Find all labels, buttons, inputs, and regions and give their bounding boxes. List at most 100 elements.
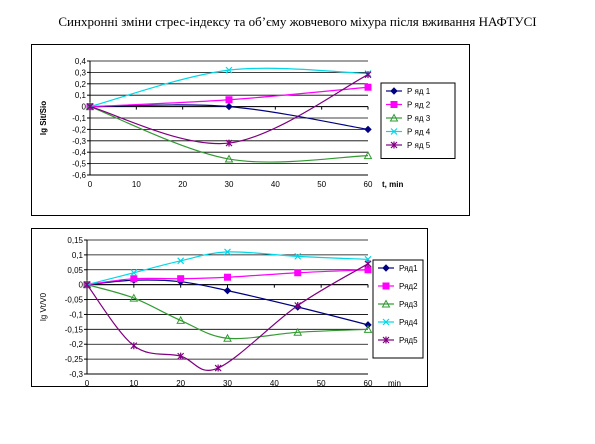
chart-stress-index-svg: -0,6 -0,5 -0,4 -0,3 -0,2 -0,1 0 0,1 0,2 0,3 0,4 0 10… — [39, 57, 456, 189]
chart2-data-point — [363, 324, 373, 333]
chart2-y-tick-label: 0,1 — [72, 251, 84, 260]
chart2-y-tick-label: -0,05 — [65, 296, 84, 305]
chart1-gridlines — [90, 60, 368, 176]
chart1-y-tick-label: -0,4 — [72, 148, 86, 157]
chart2-legend-item: Ряд1 — [378, 264, 418, 273]
chart1-data-point — [225, 96, 233, 104]
chart2-x-tick-label: 10 — [129, 379, 138, 388]
page-title: Синхронні зміни стрес-індексу та об’єму … — [58, 14, 537, 29]
chart2-legend-label: Ряд2 — [399, 282, 418, 291]
chart2-x-tick-label: 0 — [85, 379, 90, 388]
chart2-x-tick-label: 50 — [317, 379, 326, 388]
chart1-y-tick-label: 0 — [82, 103, 87, 112]
chart1-data-point — [224, 154, 234, 163]
chart2-data-point — [364, 266, 372, 274]
chart1-data-point — [225, 66, 233, 74]
chart2-data-point — [364, 260, 372, 268]
chart2-series-line-5 — [86, 263, 369, 371]
chart2-legend-swatch-marker — [382, 318, 390, 326]
chart2-y-tick-label: 0,05 — [67, 266, 83, 275]
chart1-x-tick-label: 30 — [225, 180, 234, 189]
chart2-data-point — [224, 273, 231, 281]
chart2-x-tick-label: 30 — [223, 379, 232, 388]
chart1-legend-item: Р яд 2 — [386, 101, 431, 110]
chart1-y-ticks: -0,6 -0,5 -0,4 -0,3 -0,2 -0,1 0 0,1 0,2 0,3 0,4 — [72, 57, 90, 180]
chart-gallbladder-volume: -0,3 -0,25 -0,2 -0,15 -0,1 -0,05 0 0,05 0,1 0,15 0… — [31, 228, 428, 388]
chart1-legend-item: Р яд 4 — [386, 128, 431, 137]
chart2-data-point — [177, 257, 185, 265]
chart2-y-tick-label: 0,15 — [67, 236, 83, 245]
chart1-legend-swatch-marker — [390, 87, 398, 95]
chart2-data-point — [294, 269, 302, 277]
chart2-plot-area — [87, 240, 368, 374]
chart1-legend-label: Р яд 5 — [407, 141, 431, 150]
chart2-y-tick-label: 0 — [79, 281, 84, 290]
chart2-data-point — [293, 327, 303, 336]
chart1-x-tick-label: 0 — [88, 180, 93, 189]
chart1-legend-swatch-marker — [389, 113, 399, 122]
chart1-y-tick-label: -0,5 — [72, 160, 86, 169]
chart2-data-point — [129, 293, 139, 302]
chart1-legend-label: Р яд 2 — [407, 101, 431, 110]
chart2-y-tick-label: -0,15 — [65, 325, 84, 334]
chart2-legend-label: Ряд4 — [399, 318, 418, 327]
chart2-series-line-3 — [86, 284, 369, 340]
chart2-legend-item: Ряд4 — [378, 318, 418, 327]
chart2-series-line-4 — [86, 251, 369, 286]
chart2-series-5 — [83, 260, 372, 372]
chart2-legend-swatch-marker — [382, 336, 390, 344]
chart2-y-tick-label: -0,25 — [65, 355, 84, 364]
chart1-data-point — [364, 125, 372, 134]
chart2-x-axis-title: min — [388, 379, 401, 388]
chart2-legend-swatch-marker — [382, 282, 390, 290]
chart1-legend-label: Р яд 4 — [407, 128, 431, 137]
chart1-legend-item: Р яд 1 — [386, 87, 431, 96]
chart1-legend-label: Р яд 1 — [407, 87, 431, 96]
chart1-y-tick-label: 0,4 — [75, 57, 87, 66]
chart1-legend: Р яд 1 Р яд 2 Р яд 3 Р яд 4 Р яд 5 — [380, 82, 456, 159]
chart1-y-tick-label: 0,1 — [75, 91, 87, 100]
chart1-x-tick-label: 50 — [317, 180, 326, 189]
chart2-x-tick-label: 60 — [364, 379, 373, 388]
chart1-data-point — [225, 139, 233, 147]
chart2-y-tick-label: -0,1 — [69, 310, 83, 319]
chart2-data-point — [223, 333, 232, 342]
chart2-y-tick-label: -0,3 — [69, 370, 83, 379]
chart2-legend-item: Ряд3 — [378, 299, 418, 309]
chart2-data-point — [130, 342, 138, 350]
chart2-x-ticks: 0 10 20 30 40 50 60 — [85, 284, 373, 388]
chart1-data-point — [363, 151, 373, 160]
chart1-legend-label: Р яд 3 — [407, 114, 431, 123]
chart2-y-axis-title: lg Vt/V0 — [39, 292, 48, 321]
chart1-y-tick-label: -0,6 — [72, 171, 86, 180]
chart2-x-tick-label: 20 — [176, 379, 185, 388]
chart-gallbladder-volume-svg: -0,3 -0,25 -0,2 -0,15 -0,1 -0,05 0 0,05 0,1 0,15 0… — [39, 236, 424, 388]
chart2-legend-swatch-marker — [382, 264, 390, 272]
chart1-x-tick-label: 40 — [271, 180, 280, 189]
chart2-data-point — [177, 275, 185, 283]
chart1-y-tick-label: 0,2 — [75, 80, 87, 89]
chart2-data-point — [294, 252, 302, 260]
chart2-legend-label: Ряд5 — [399, 336, 418, 345]
chart1-data-point — [86, 103, 94, 111]
chart2-data-point — [83, 281, 91, 289]
chart1-legend-swatch-marker — [390, 141, 398, 149]
chart2-data-point — [224, 248, 231, 256]
chart2-data-point — [223, 286, 232, 295]
chart1-x-tick-label: 20 — [178, 180, 187, 189]
chart1-legend-item: Р яд 5 — [386, 141, 431, 150]
chart2-legend: Ряд1 Ряд2 Ряд3 Ряд4 Ряд5 — [372, 259, 424, 359]
chart2-data-point — [294, 302, 302, 310]
chart1-data-point — [364, 71, 372, 79]
chart2-legend-label: Ряд3 — [399, 300, 418, 309]
chart1-y-axis-title: lg Sit/Sio — [39, 101, 48, 135]
chart2-x-tick-label: 40 — [270, 379, 279, 388]
chart2-data-point — [130, 275, 138, 283]
chart2-legend-box — [372, 259, 424, 359]
chart1-data-point — [364, 83, 372, 91]
chart1-y-tick-label: -0,2 — [72, 125, 86, 134]
chart1-legend-item: Р яд 3 — [386, 113, 431, 123]
chart1-x-tick-label: 10 — [132, 180, 141, 189]
chart1-legend-swatch-marker — [390, 128, 398, 135]
chart2-legend-swatch-marker — [381, 299, 391, 308]
